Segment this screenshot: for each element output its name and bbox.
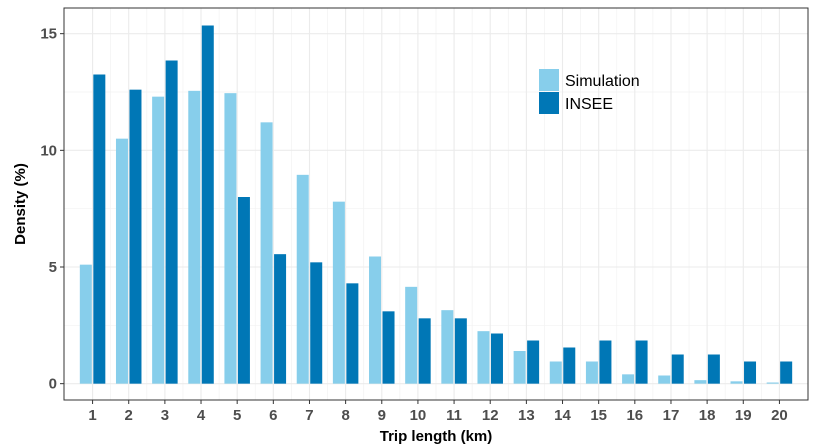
bar-insee-12 — [490, 333, 503, 384]
bar-insee-2 — [129, 89, 142, 384]
x-tick-label: 17 — [663, 407, 680, 424]
bar-insee-5 — [237, 197, 250, 384]
x-tick-label: 12 — [482, 407, 499, 424]
bar-insee-13 — [527, 340, 540, 384]
bar-simulation-15 — [585, 361, 598, 384]
x-tick-label: 20 — [771, 407, 788, 424]
x-tick-label: 7 — [305, 407, 313, 424]
x-tick-label: 1 — [88, 407, 96, 424]
bar-simulation-11 — [441, 310, 454, 384]
y-tick-label: 15 — [40, 26, 57, 43]
x-tick-label: 8 — [341, 407, 349, 424]
legend-label-simulation: Simulation — [565, 73, 640, 90]
x-tick-label: 4 — [197, 407, 206, 424]
bar-simulation-3 — [152, 96, 165, 384]
bar-insee-11 — [454, 318, 467, 384]
bar-insee-4 — [201, 25, 214, 384]
bar-insee-1 — [93, 74, 106, 384]
bar-simulation-13 — [513, 351, 526, 384]
panel-border — [63, 7, 809, 401]
bar-insee-6 — [274, 254, 287, 384]
bar-simulation-2 — [115, 138, 128, 384]
x-tick-label: 19 — [735, 407, 752, 424]
y-axis: 0 5 10 15 — [40, 26, 64, 393]
bar-insee-15 — [599, 340, 612, 384]
bar-simulation-18 — [694, 380, 707, 384]
bar-simulation-19 — [730, 381, 743, 384]
bar-simulation-16 — [622, 374, 635, 384]
x-tick-label: 3 — [161, 407, 169, 424]
bar-simulation-17 — [658, 375, 671, 384]
bar-insee-14 — [563, 347, 576, 384]
legend-key-simulation — [539, 69, 559, 91]
bar-insee-18 — [707, 354, 720, 384]
x-tick-label: 16 — [626, 407, 643, 424]
bar-insee-20 — [780, 361, 793, 384]
x-tick-label: 9 — [378, 407, 386, 424]
bars — [79, 25, 793, 384]
bar-simulation-9 — [369, 256, 382, 384]
x-tick-label: 18 — [699, 407, 716, 424]
legend-label-insee: INSEE — [565, 96, 613, 113]
bar-simulation-1 — [79, 264, 92, 384]
y-axis-title: Density (%) — [12, 163, 29, 245]
bar-simulation-7 — [296, 174, 309, 384]
x-axis: 1 2 3 4 5 6 7 8 9 10 11 12 13 14 15 16 17 18 19 20 — [88, 400, 788, 424]
bar-insee-10 — [418, 318, 431, 384]
y-tick-label: 0 — [49, 376, 57, 393]
bar-insee-16 — [635, 340, 648, 384]
bar-simulation-5 — [224, 93, 237, 384]
bar-simulation-12 — [477, 331, 490, 384]
x-tick-label: 2 — [125, 407, 133, 424]
x-tick-label: 13 — [518, 407, 535, 424]
bar-insee-7 — [310, 262, 323, 384]
x-axis-title: Trip length (km) — [380, 428, 493, 445]
y-tick-label: 10 — [40, 142, 57, 159]
x-tick-label: 11 — [446, 407, 462, 424]
x-tick-label: 15 — [590, 407, 607, 424]
bar-simulation-10 — [405, 286, 418, 384]
y-tick-label: 5 — [49, 259, 57, 276]
bar-insee-3 — [165, 60, 178, 384]
x-tick-label: 10 — [410, 407, 427, 424]
x-tick-label: 5 — [233, 407, 241, 424]
bar-simulation-14 — [549, 361, 562, 384]
x-tick-label: 6 — [269, 407, 277, 424]
bar-simulation-20 — [766, 382, 779, 384]
bar-simulation-4 — [188, 90, 201, 384]
bar-insee-17 — [671, 354, 684, 384]
bar-insee-9 — [382, 311, 395, 384]
bar-simulation-6 — [260, 122, 273, 384]
bar-insee-19 — [744, 361, 757, 384]
x-tick-label: 14 — [554, 407, 571, 424]
bar-insee-8 — [346, 283, 359, 384]
gridlines — [64, 8, 808, 400]
bar-simulation-8 — [332, 201, 345, 384]
legend-key-insee — [539, 92, 559, 114]
legend: Simulation INSEE — [539, 69, 640, 114]
